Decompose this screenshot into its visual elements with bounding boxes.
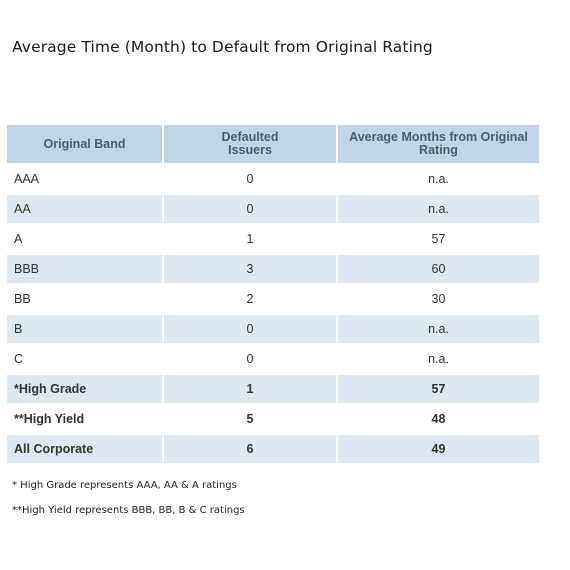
issuers-cell: 0 bbox=[164, 315, 338, 343]
months-cell: n.a. bbox=[428, 352, 449, 366]
band-cell: *High Grade bbox=[7, 375, 164, 403]
band-cell: A bbox=[7, 225, 164, 253]
issuers-cell: 0 bbox=[164, 165, 338, 193]
table-row: AAA 0 n.a. bbox=[7, 165, 539, 193]
band-cell: BB bbox=[7, 285, 164, 313]
band-cell: B bbox=[7, 315, 164, 343]
footnote-high-yield: **High Yield represents BBB, BB, B & C r… bbox=[12, 505, 245, 516]
header-average-months: Average Months from Original Rating bbox=[338, 125, 539, 163]
table-row: BBB 3 60 bbox=[7, 255, 539, 283]
issuers-cell: 0 bbox=[164, 345, 338, 373]
issuers-cell: 1 bbox=[164, 225, 338, 253]
band-cell: AA bbox=[7, 195, 164, 223]
header-original-band: Original Band bbox=[7, 125, 164, 163]
table-row: *High Grade 1 57 bbox=[7, 375, 539, 403]
months-cell: n.a. bbox=[428, 172, 449, 186]
table-row: BB 2 30 bbox=[7, 285, 539, 313]
band-cell: **High Yield bbox=[7, 405, 164, 433]
band-cell: BBB bbox=[7, 255, 164, 283]
page-title: Average Time (Month) to Default from Ori… bbox=[12, 38, 433, 56]
months-cell: 57 bbox=[338, 375, 539, 403]
issuers-cell: 6 bbox=[164, 435, 338, 463]
band-cell: All Corporate bbox=[7, 435, 164, 463]
footnote-high-grade: * High Grade represents AAA, AA & A rati… bbox=[12, 480, 237, 491]
header-defaulted-issuers: Defaulted Issuers bbox=[164, 125, 338, 163]
issuers-cell: 5 bbox=[164, 405, 338, 433]
table-row: B 0 n.a. bbox=[7, 315, 539, 343]
months-cell: 49 bbox=[338, 435, 539, 463]
issuers-cell: 0 bbox=[164, 195, 338, 223]
band-cell: AAA bbox=[7, 165, 164, 193]
issuers-cell: 2 bbox=[164, 285, 338, 313]
months-cell: 57 bbox=[431, 232, 446, 246]
table-row: All Corporate 6 49 bbox=[7, 435, 539, 463]
table-row: A 1 57 bbox=[7, 225, 539, 253]
months-cell: 30 bbox=[431, 292, 446, 306]
table-row: AA 0 n.a. bbox=[7, 195, 539, 223]
band-cell: C bbox=[7, 345, 164, 373]
table-row: C 0 n.a. bbox=[7, 345, 539, 373]
issuers-cell: 3 bbox=[164, 255, 338, 283]
default-time-table: Original Band Defaulted Issuers Average … bbox=[7, 123, 539, 465]
months-cell: n.a. bbox=[338, 195, 539, 223]
months-cell: n.a. bbox=[338, 315, 539, 343]
months-cell: 60 bbox=[338, 255, 539, 283]
issuers-cell: 1 bbox=[164, 375, 338, 403]
table-row: **High Yield 5 48 bbox=[7, 405, 539, 433]
table-header-row: Original Band Defaulted Issuers Average … bbox=[7, 125, 539, 163]
months-cell: 48 bbox=[431, 412, 446, 426]
